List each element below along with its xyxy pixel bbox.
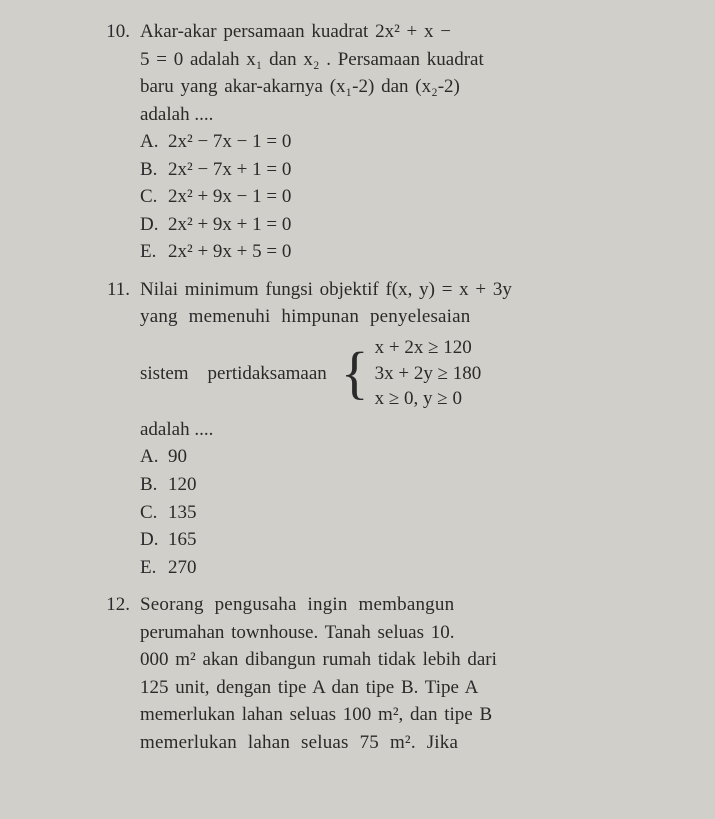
- question-text: 125 unit, dengan tipe A dan tipe B. Tipe…: [100, 674, 655, 702]
- system-label: sistem pertidaksamaan: [140, 360, 327, 388]
- options-list: A. 90 B. 120 C. 135 D. 165 E. 270: [100, 443, 655, 581]
- option-a: A. 90: [140, 443, 655, 471]
- option-d: D. 165: [140, 526, 655, 554]
- question-line: 11. Nilai minimum fungsi objektif f(x, y…: [100, 276, 655, 304]
- question-text: yang memenuhi himpunan penyelesaian: [100, 303, 655, 331]
- question-text: adalah ....: [100, 416, 655, 444]
- question-text: 5 = 0 adalah x₁ dan x₂ . Persamaan kuadr…: [100, 46, 655, 74]
- option-letter: A.: [140, 128, 168, 156]
- option-text: 165: [168, 526, 655, 554]
- option-text: 2x² − 7x − 1 = 0: [168, 128, 655, 156]
- option-text: 270: [168, 554, 655, 582]
- question-text: Akar-akar persamaan kuadrat 2x² + x −: [140, 18, 655, 46]
- question-10: 10. Akar-akar persamaan kuadrat 2x² + x …: [100, 18, 655, 266]
- question-text: perumahan townhouse. Tanah seluas 10.: [100, 619, 655, 647]
- question-number: 12.: [100, 591, 140, 619]
- option-letter: D.: [140, 526, 168, 554]
- question-line: 12. Seorang pengusaha ingin membangun: [100, 591, 655, 619]
- question-text: memerlukan lahan seluas 100 m², dan tipe…: [100, 701, 655, 729]
- option-text: 120: [168, 471, 655, 499]
- option-e: E. 2x² + 9x + 5 = 0: [140, 238, 655, 266]
- system-lines: x + 2x ≥ 120 3x + 2y ≥ 180 x ≥ 0, y ≥ 0: [375, 335, 482, 412]
- option-c: C. 135: [140, 499, 655, 527]
- brace-group: { x + 2x ≥ 120 3x + 2y ≥ 180 x ≥ 0, y ≥ …: [341, 335, 482, 412]
- option-e: E. 270: [140, 554, 655, 582]
- question-text: Nilai minimum fungsi objektif f(x, y) = …: [140, 276, 655, 304]
- question-12: 12. Seorang pengusaha ingin membangun pe…: [100, 591, 655, 756]
- question-line: 10. Akar-akar persamaan kuadrat 2x² + x …: [100, 18, 655, 46]
- option-text: 2x² + 9x − 1 = 0: [168, 183, 655, 211]
- option-d: D. 2x² + 9x + 1 = 0: [140, 211, 655, 239]
- option-c: C. 2x² + 9x − 1 = 0: [140, 183, 655, 211]
- options-list: A. 2x² − 7x − 1 = 0 B. 2x² − 7x + 1 = 0 …: [100, 128, 655, 266]
- question-text: memerlukan lahan seluas 75 m². Jika: [100, 729, 655, 757]
- option-text: 90: [168, 443, 655, 471]
- option-letter: E.: [140, 238, 168, 266]
- option-letter: D.: [140, 211, 168, 239]
- option-letter: E.: [140, 554, 168, 582]
- system-line: x ≥ 0, y ≥ 0: [375, 386, 482, 412]
- option-b: B. 2x² − 7x + 1 = 0: [140, 156, 655, 184]
- option-text: 2x² + 9x + 5 = 0: [168, 238, 655, 266]
- option-b: B. 120: [140, 471, 655, 499]
- option-letter: B.: [140, 156, 168, 184]
- question-number: 10.: [100, 18, 140, 46]
- question-11: 11. Nilai minimum fungsi objektif f(x, y…: [100, 276, 655, 581]
- question-text: Seorang pengusaha ingin membangun: [140, 591, 655, 619]
- system-line: 3x + 2y ≥ 180: [375, 361, 482, 387]
- question-text: adalah ....: [100, 101, 655, 129]
- option-text: 2x² − 7x + 1 = 0: [168, 156, 655, 184]
- question-number: 11.: [100, 276, 140, 304]
- option-text: 2x² + 9x + 1 = 0: [168, 211, 655, 239]
- option-text: 135: [168, 499, 655, 527]
- question-text: baru yang akar-akarnya (x₁-2) dan (x₂-2): [100, 73, 655, 101]
- option-letter: A.: [140, 443, 168, 471]
- system-row: sistem pertidaksamaan { x + 2x ≥ 120 3x …: [100, 335, 655, 412]
- option-letter: C.: [140, 499, 168, 527]
- left-brace-icon: {: [341, 347, 369, 399]
- option-a: A. 2x² − 7x − 1 = 0: [140, 128, 655, 156]
- option-letter: B.: [140, 471, 168, 499]
- system-line: x + 2x ≥ 120: [375, 335, 482, 361]
- option-letter: C.: [140, 183, 168, 211]
- question-text: 000 m² akan dibangun rumah tidak lebih d…: [100, 646, 655, 674]
